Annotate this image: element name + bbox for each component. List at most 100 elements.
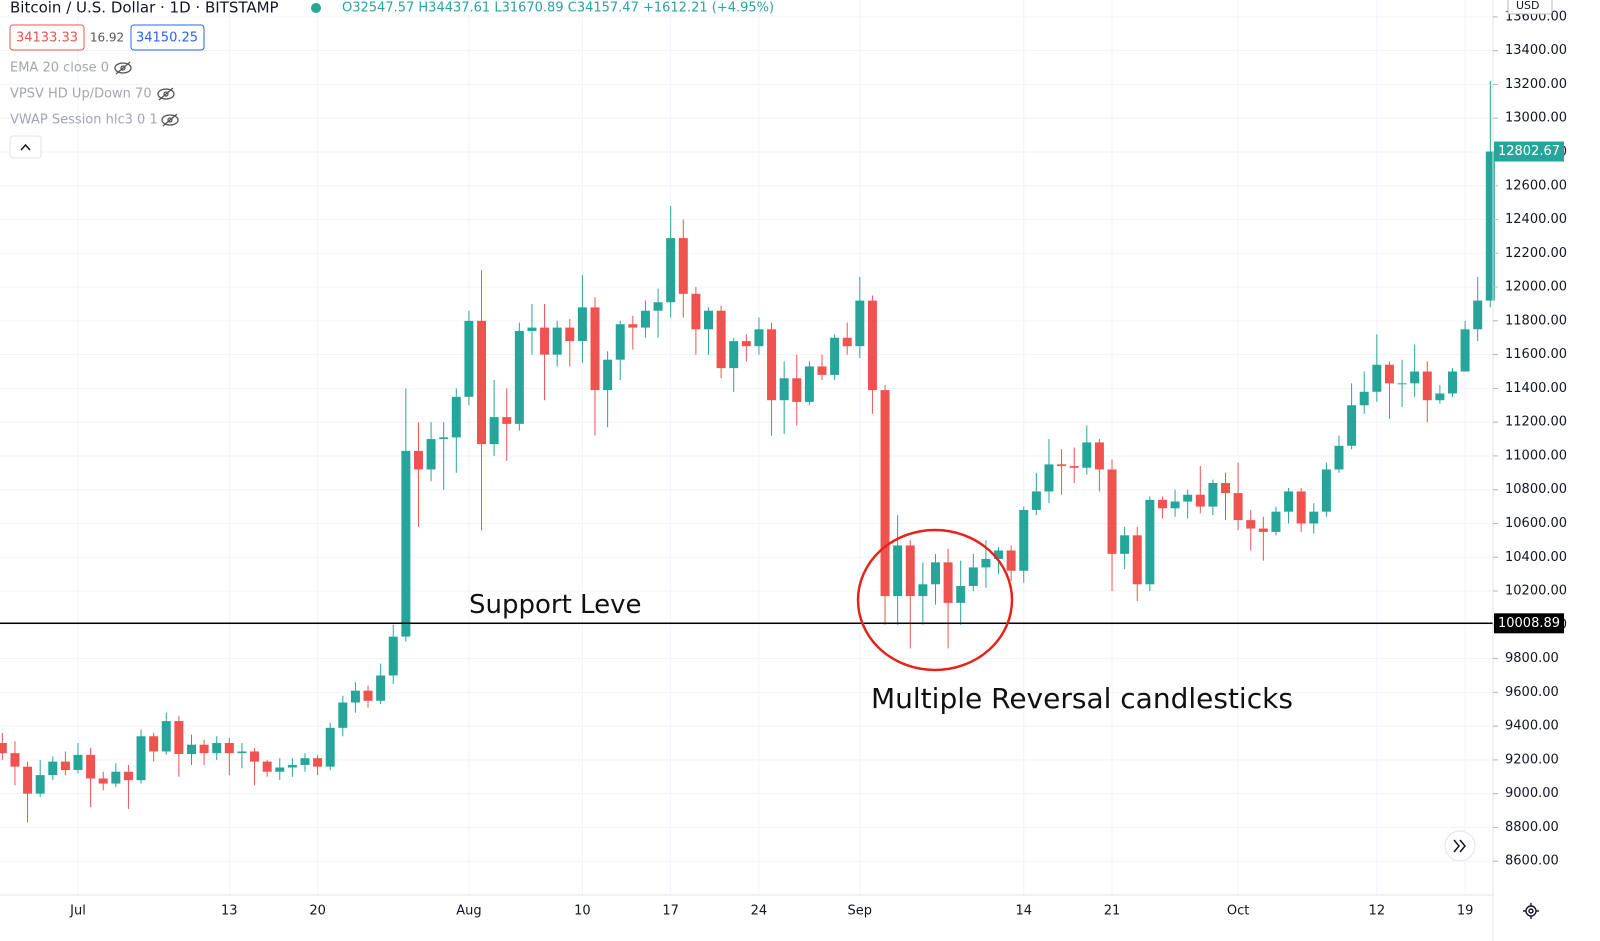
axes: 8600.00 8800.00 9000.00 9200.00 9400.00 9600.… xyxy=(69,9,1567,918)
candle-body xyxy=(1473,300,1483,330)
candle-body xyxy=(1233,493,1243,521)
candle-body xyxy=(60,761,70,771)
candle-body xyxy=(363,690,373,701)
y-tick-label: 12400.00 xyxy=(1505,212,1567,227)
indicator[interactable]: VPSV HD Up/Down 70 xyxy=(10,87,152,102)
y-tick-label: 9600.00 xyxy=(1505,685,1559,700)
candle-body xyxy=(325,727,335,767)
candle-body xyxy=(930,562,940,585)
y-tick-label: 11800.00 xyxy=(1505,313,1567,328)
scroll-icon xyxy=(1453,839,1466,853)
candle-body xyxy=(275,767,285,772)
candle-body xyxy=(1435,393,1445,401)
candle-body xyxy=(401,450,411,637)
buy-badge[interactable] xyxy=(130,24,205,51)
candle-body xyxy=(464,320,474,397)
candle-body xyxy=(1031,491,1041,510)
candle-body xyxy=(1157,499,1167,509)
candle-body xyxy=(212,743,222,754)
x-tick-label: 21 xyxy=(1104,904,1121,919)
candle-body xyxy=(1195,494,1205,507)
indicator[interactable]: VWAP Session hlc3 0 1 xyxy=(10,113,158,128)
candle-body xyxy=(792,378,802,402)
candle-body xyxy=(968,567,978,586)
candle-body xyxy=(577,307,587,342)
candle-body xyxy=(426,439,436,470)
y-tick-label: 9200.00 xyxy=(1505,752,1559,767)
candle-body xyxy=(1132,535,1142,585)
candle-body xyxy=(565,327,575,342)
collapse-button[interactable] xyxy=(9,135,42,159)
sell-price: 34133.33 xyxy=(16,31,78,46)
support-label: Support Leve xyxy=(469,590,641,620)
highlight-circle xyxy=(856,528,1014,672)
candle-body xyxy=(981,558,991,568)
candle-body xyxy=(1183,494,1193,502)
y-tick-label: 12200.00 xyxy=(1505,246,1567,261)
candle-body xyxy=(1410,371,1420,384)
x-tick-label: Sep xyxy=(848,904,873,919)
overlay: Support Leve xyxy=(0,590,1493,625)
y-tick-label: 9400.00 xyxy=(1505,719,1559,734)
scroll-button[interactable] xyxy=(1444,830,1476,862)
candle-body xyxy=(1208,482,1218,507)
candle-body xyxy=(1246,520,1256,529)
candle-body xyxy=(918,584,928,597)
candle-body xyxy=(691,293,701,330)
candle-body xyxy=(1296,491,1306,524)
candle-body xyxy=(1044,464,1054,492)
candle-body xyxy=(779,378,789,401)
x-tick-label: 17 xyxy=(662,904,679,919)
support-price: 10008.89 xyxy=(1498,616,1560,631)
support-price-badge xyxy=(1494,613,1564,634)
candle-body xyxy=(678,238,688,294)
candle-body xyxy=(1284,491,1294,512)
candle-body xyxy=(161,721,171,752)
candle-body xyxy=(867,300,877,391)
candle-body xyxy=(1334,445,1344,470)
candle-body xyxy=(1347,405,1357,446)
candle-body xyxy=(388,636,398,676)
status-dot xyxy=(311,3,321,13)
y-tick-label: 11400.00 xyxy=(1505,381,1567,396)
candle-body xyxy=(1422,371,1432,401)
candle-body xyxy=(262,761,272,772)
candle-body xyxy=(451,396,461,438)
candle-body xyxy=(287,764,297,768)
candle-body xyxy=(1107,469,1117,554)
candle-body xyxy=(817,366,827,375)
candle-body xyxy=(880,390,890,597)
y-tick-label: 11200.00 xyxy=(1505,415,1567,430)
candle-body xyxy=(376,675,386,701)
x-tick-label: 24 xyxy=(751,904,768,919)
candle-body xyxy=(527,327,537,331)
indicator[interactable]: EMA 20 close 0 xyxy=(10,61,109,76)
candle-body xyxy=(943,562,953,603)
y-tick-label: 11000.00 xyxy=(1505,448,1567,463)
y-tick-label: 9800.00 xyxy=(1505,651,1559,666)
candle-body xyxy=(250,751,260,762)
candle-body xyxy=(1384,364,1394,384)
sell-badge[interactable] xyxy=(9,24,85,51)
y-tick-label: 8800.00 xyxy=(1505,820,1559,835)
currency-select[interactable] xyxy=(1507,0,1553,15)
candle-body xyxy=(603,359,613,391)
candle-body xyxy=(1170,501,1180,509)
y-tick-label: 12600.00 xyxy=(1505,178,1567,193)
y-tick-label: 12000.00 xyxy=(1505,280,1567,295)
candle-body xyxy=(1221,482,1231,494)
candle-body xyxy=(502,417,512,424)
candle-body xyxy=(716,310,726,369)
candle-body xyxy=(1145,499,1155,585)
settings-icon[interactable] xyxy=(1523,903,1539,919)
x-tick-label: Jul xyxy=(69,904,86,919)
y-tick-label: 10400.00 xyxy=(1505,550,1567,565)
candle-body xyxy=(35,775,45,794)
candles xyxy=(0,81,1495,823)
candle-body xyxy=(1372,364,1382,392)
candle-body xyxy=(590,307,600,391)
candle-body xyxy=(48,761,58,776)
candle-body xyxy=(1006,550,1016,571)
y-tick-label: 13400.00 xyxy=(1505,43,1567,58)
